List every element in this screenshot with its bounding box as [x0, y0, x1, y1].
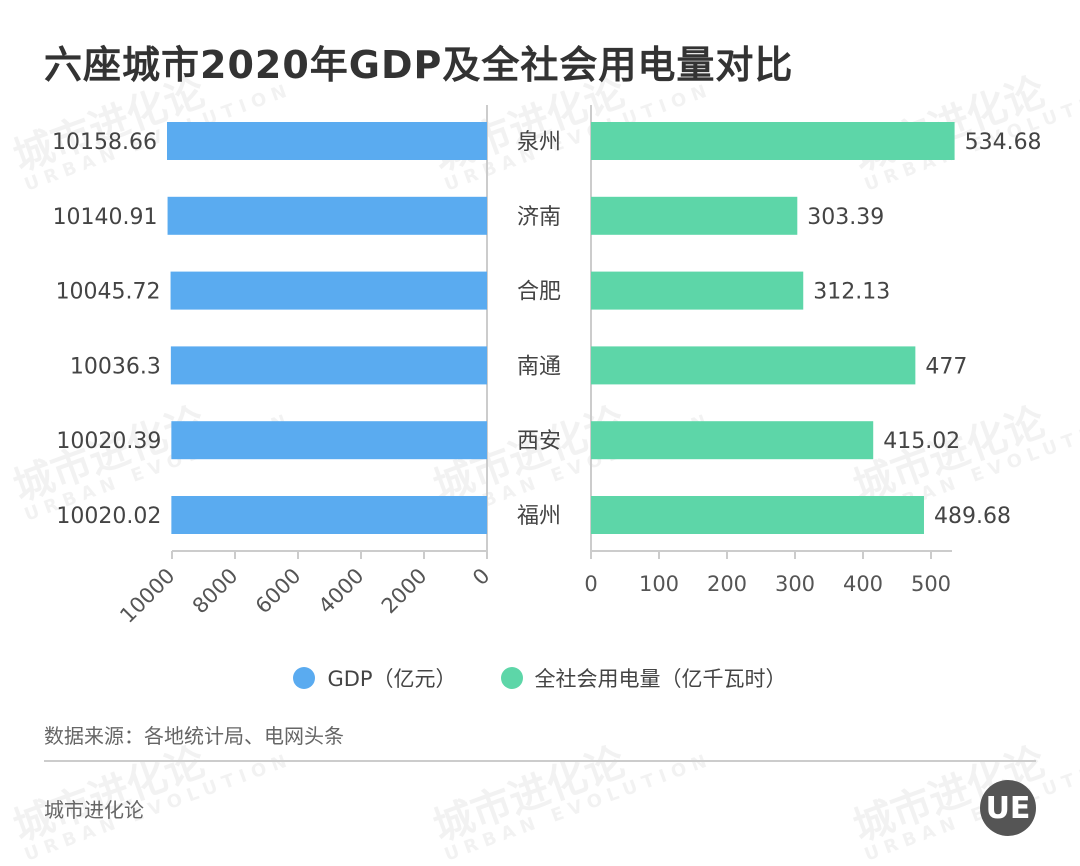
gdp-bar [170, 346, 487, 385]
electricity-bar [591, 196, 798, 235]
right-tick-label: 200 [707, 572, 747, 596]
electricity-bar [591, 271, 804, 310]
right-tick-label: 300 [775, 572, 815, 596]
electricity-data-label: 312.13 [813, 280, 890, 305]
gdp-data-label: 10020.39 [56, 429, 161, 454]
electricity-bar [591, 421, 874, 460]
legend-item-gdp[interactable]: GDP（亿元） [293, 663, 457, 693]
gdp-data-label: 10158.66 [52, 130, 157, 155]
legend: GDP（亿元） 全社会用电量（亿千瓦时） [0, 663, 1080, 693]
gdp-data-label: 10036.3 [70, 354, 161, 379]
electricity-data-label: 477 [925, 354, 967, 379]
category-label: 泉州 [517, 130, 561, 155]
gdp-bar [171, 421, 487, 460]
gdp-data-label: 10140.91 [53, 205, 158, 230]
divider [44, 760, 1036, 762]
legend-swatch [500, 667, 523, 689]
legend-item-electricity[interactable]: 全社会用电量（亿千瓦时） [500, 663, 787, 693]
legend-label: GDP（亿元） [327, 667, 457, 691]
category-label: 合肥 [517, 280, 561, 305]
electricity-bar [591, 122, 955, 160]
electricity-data-label: 415.02 [883, 429, 960, 454]
right-tick-label: 500 [911, 572, 951, 596]
left-tick-label: 6000 [251, 564, 306, 619]
gdp-data-label: 10020.02 [56, 504, 161, 529]
gdp-data-label: 10045.72 [56, 280, 161, 305]
left-tick-label: 0 [468, 564, 494, 590]
gdp-bar [167, 122, 488, 160]
electricity-data-label: 534.68 [965, 130, 1042, 155]
left-tick-label: 4000 [314, 564, 369, 619]
gdp-bar [167, 196, 487, 235]
legend-swatch [293, 667, 316, 689]
gdp-bar [171, 496, 487, 534]
category-label: 济南 [517, 205, 561, 230]
right-tick-label: 0 [584, 572, 597, 596]
gdp-bar [170, 271, 487, 310]
brand-name: 城市进化论 [44, 798, 144, 822]
chart-title: 六座城市2020年GDP及全社会用电量对比 [44, 43, 794, 87]
brand-logo: UE [980, 780, 1036, 836]
category-label: 西安 [517, 429, 561, 454]
electricity-data-label: 303.39 [807, 205, 884, 230]
category-label: 福州 [517, 504, 561, 529]
left-tick-label: 10000 [115, 564, 179, 628]
electricity-data-label: 489.68 [934, 504, 1011, 529]
category-label: 南通 [517, 354, 561, 379]
electricity-bar [591, 346, 916, 385]
source-note: 数据来源：各地统计局、电网头条 [44, 724, 344, 748]
legend-label: 全社会用电量（亿千瓦时） [534, 667, 787, 691]
right-tick-label: 100 [639, 572, 679, 596]
left-tick-label: 8000 [188, 564, 243, 619]
left-tick-label: 2000 [377, 564, 432, 619]
electricity-bar [591, 496, 924, 534]
right-tick-label: 400 [843, 572, 883, 596]
